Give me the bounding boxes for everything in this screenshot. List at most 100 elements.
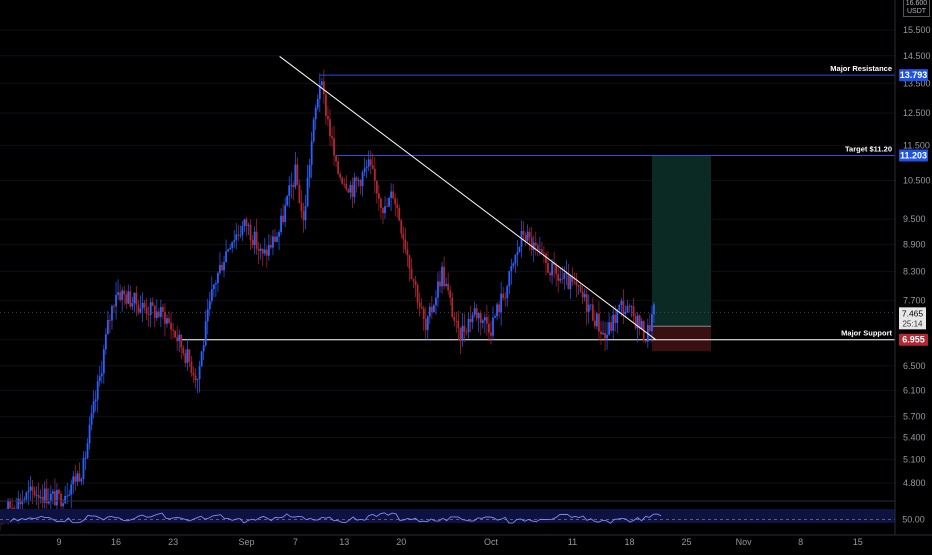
candle-body (449, 290, 452, 298)
candle-body (123, 290, 126, 295)
price-tick-label: 12.500 (903, 108, 931, 118)
candle-body (453, 316, 456, 321)
time-tick-label: 18 (624, 537, 634, 547)
candle-body (373, 168, 376, 181)
candle-body (408, 255, 411, 269)
chart-grid (0, 29, 895, 484)
candle-body (282, 215, 285, 223)
candle-body (280, 215, 282, 233)
candle-body (225, 251, 227, 263)
candle-body (577, 285, 580, 287)
candle-body (133, 292, 136, 304)
candle-body (322, 81, 325, 95)
candle-body (573, 281, 576, 283)
candle-body (320, 81, 323, 86)
candle-body (514, 254, 517, 264)
level-annotation: Target $11.20 (845, 144, 892, 153)
candle-body (428, 306, 431, 317)
candle-body (190, 361, 193, 373)
candle-body (526, 231, 529, 241)
bar-countdown: 25:14 (902, 319, 923, 328)
candle-body (551, 262, 553, 276)
candle-body (288, 185, 291, 196)
candle-body (604, 332, 606, 339)
candle-body (536, 245, 539, 251)
candle-body (494, 316, 496, 318)
candle-body (263, 249, 266, 254)
horizontal-levels[interactable]: Major Resistance Target $11.20 Major Suppo… (0, 64, 895, 341)
candle-body (414, 280, 417, 286)
rsi-level-bg (899, 513, 928, 526)
candle-body (58, 489, 60, 494)
candle-body (296, 164, 299, 185)
candle-body (214, 283, 217, 285)
candle-body (371, 165, 374, 169)
candle-body (479, 313, 482, 323)
candle-body (420, 306, 423, 309)
candle-body (241, 226, 244, 236)
candle-body (31, 486, 34, 491)
candle-body (380, 198, 382, 209)
candle-body (43, 488, 46, 503)
candle-body (490, 332, 492, 336)
candle-body (210, 289, 213, 302)
candle-body (610, 322, 613, 331)
candle-body (622, 300, 625, 315)
candle-body (129, 291, 132, 307)
candle-body (457, 320, 460, 329)
trendline-layer[interactable] (279, 56, 657, 341)
candle-body (433, 305, 435, 312)
candle-body (174, 330, 177, 338)
candle-body (208, 301, 211, 310)
candle-body (369, 159, 372, 166)
candle-body (298, 184, 301, 204)
candle-body (196, 379, 199, 381)
candle-body (272, 236, 274, 248)
candle-body (593, 320, 596, 327)
currency-label: 16.600 USDT (903, 0, 930, 17)
candle-body (60, 493, 62, 507)
candle-body (608, 322, 611, 335)
candle-body (416, 285, 419, 303)
candle-body (56, 489, 58, 506)
price-axis[interactable]: 4.800 5.100 5.400 5.700 6.100 6.500 7.700 8.300… (894, 0, 931, 535)
candle-body (88, 424, 91, 444)
price-tag (899, 149, 928, 162)
candle-body (292, 185, 295, 188)
time-tick-label: 25 (682, 537, 692, 547)
candle-body (616, 309, 619, 324)
candle-body (104, 334, 107, 350)
candle-body (651, 314, 653, 332)
candle-body (54, 491, 56, 506)
time-axis[interactable]: 9 16 23 Sep 7 13 20 Oct 11 18 25 Nov 8 15 (0, 534, 932, 547)
candle-body (441, 266, 443, 287)
price-tick-label: 4.800 (903, 478, 926, 488)
candle-body (107, 320, 109, 335)
candle-body (231, 242, 234, 248)
candle-body (164, 311, 166, 324)
candle-body (496, 304, 498, 317)
candle-body (353, 177, 356, 197)
candle-body (563, 273, 566, 279)
price-tick-label: 7.700 (903, 295, 926, 305)
candle-body (290, 185, 293, 186)
rsi-level-label: 50.00 (902, 515, 925, 525)
candle-body (445, 283, 448, 287)
candle-body (618, 304, 621, 310)
candle-body (396, 204, 399, 209)
candle-body (471, 314, 474, 323)
long-position-tool[interactable] (651, 155, 711, 352)
candle-body (481, 320, 484, 323)
candle-body (437, 281, 439, 298)
candle-body (492, 317, 494, 336)
last-price-value: 7.465 (902, 308, 924, 318)
candle-body (239, 235, 242, 236)
candle-body (424, 318, 427, 331)
candle-body (261, 248, 264, 254)
candle-body (644, 340, 647, 342)
candle-body (37, 494, 40, 498)
candle-body (386, 206, 388, 208)
candle-body (310, 141, 313, 166)
